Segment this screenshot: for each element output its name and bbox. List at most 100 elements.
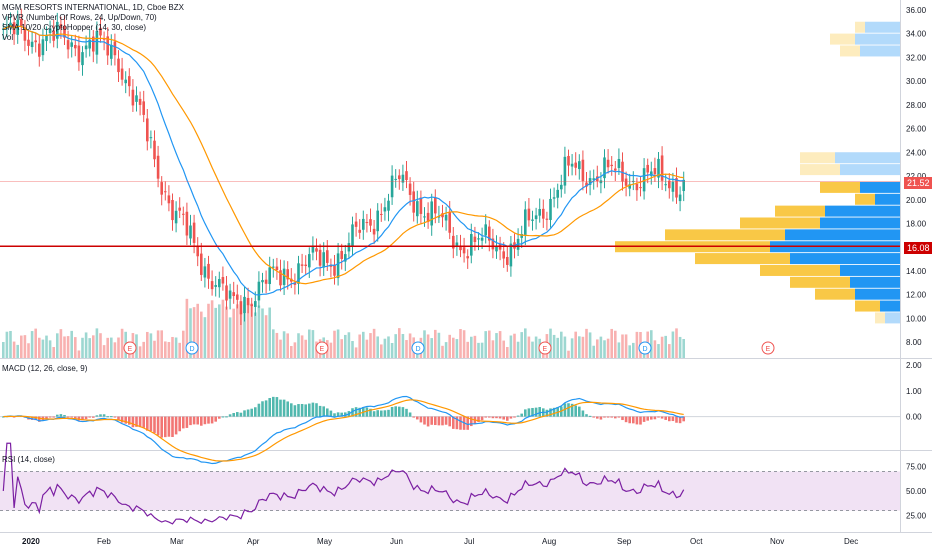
macd-histogram-bar [423, 416, 426, 425]
macd-histogram-bar [369, 408, 372, 417]
macd-histogram-bar [538, 407, 541, 417]
volume-bar [2, 342, 5, 358]
volume-bar [506, 347, 509, 358]
macd-histogram-bar [437, 416, 441, 426]
candle-body [102, 38, 106, 40]
volume-bar [160, 330, 163, 358]
vpvr-up-bar [800, 164, 840, 176]
price-tick-label: 10.00 [906, 314, 927, 323]
price-tick-label: 14.00 [906, 267, 927, 276]
volume-bar [599, 336, 603, 358]
volume-bar [628, 345, 631, 358]
candle-body [534, 215, 538, 220]
macd-histogram-bar [527, 408, 531, 417]
candle-body [225, 285, 228, 301]
candle-body [408, 183, 412, 195]
macd-histogram-bar [135, 416, 138, 427]
candle-body [466, 256, 469, 259]
candle-body [279, 270, 282, 286]
macd-histogram-bar [185, 416, 189, 428]
candle-body [628, 184, 631, 189]
volume-bar [23, 335, 27, 358]
candle-body [142, 101, 145, 115]
candle-body [642, 168, 646, 192]
macd-histogram-bar [318, 405, 322, 417]
volume-bar [20, 335, 23, 358]
candle-body [372, 228, 376, 235]
candle-body [416, 201, 419, 217]
volume-bar [372, 328, 376, 358]
volume-bar [106, 337, 109, 358]
volume-bar [146, 331, 149, 358]
macd-histogram-bar [480, 416, 484, 421]
macd-histogram-bar [588, 415, 592, 417]
volume-bar [516, 341, 520, 358]
candle-body [63, 26, 66, 38]
candle-body [646, 164, 649, 173]
candle-body [506, 256, 509, 265]
candle-body [542, 208, 545, 219]
macd-histogram-bar [448, 416, 451, 427]
volume-bar [52, 347, 55, 358]
macd-histogram-bar [531, 407, 534, 417]
candle-body [185, 211, 189, 236]
macd-histogram-bar [585, 414, 588, 417]
macd-histogram-bar [290, 403, 293, 417]
price-tick-label: 36.00 [906, 6, 927, 15]
event-marker [315, 341, 329, 355]
volume-bar [578, 336, 581, 358]
macd-histogram-bar [275, 397, 279, 417]
candle-body [477, 238, 480, 240]
candle-body [214, 285, 217, 287]
x-tick-label: Oct [690, 537, 703, 546]
macd-histogram-bar [484, 416, 487, 418]
macd-histogram-bar [232, 413, 235, 417]
macd-histogram-bar [664, 416, 667, 420]
vpvr-down-bar [825, 205, 900, 217]
candle-body [398, 175, 401, 180]
macd-histogram-bar [228, 414, 232, 417]
macd-histogram-bar [509, 416, 513, 419]
macd-histogram-bar [56, 414, 59, 417]
candle-body [333, 264, 336, 276]
vpvr-up-bar [695, 253, 790, 265]
candle-body [405, 171, 408, 181]
volume-bar [167, 342, 171, 358]
macd-histogram-bar [52, 416, 55, 418]
volume-bar [293, 342, 297, 358]
volume-bar [333, 330, 336, 358]
macd-histogram-bar [102, 414, 106, 417]
volume-bar [394, 334, 397, 358]
volume-bar [110, 337, 113, 358]
macd-histogram-bar [628, 416, 631, 424]
macd-histogram-bar [200, 416, 203, 426]
macd-histogram-bar [182, 416, 185, 429]
candle-body [470, 234, 473, 256]
volume-bar [264, 315, 268, 358]
volume-bar [430, 338, 433, 358]
candle-body [318, 249, 322, 266]
volume-bar [534, 336, 538, 358]
volume-bar [239, 310, 243, 358]
candle-body [603, 157, 606, 179]
candle-body [120, 68, 124, 80]
macd-histogram-bar [452, 416, 455, 429]
macd-histogram-bar [466, 416, 469, 430]
candle-body [462, 247, 466, 254]
candle-body [189, 225, 192, 239]
volume-bar [383, 338, 387, 358]
macd-histogram-bar [513, 416, 516, 418]
macd-histogram-bar [243, 410, 246, 417]
candle-body [502, 251, 505, 259]
macd-histogram-bar [315, 403, 318, 417]
candle-body [362, 218, 365, 230]
candle-body [207, 263, 210, 279]
candle-body [358, 229, 361, 233]
volume-bar [74, 337, 77, 358]
volume-bar [236, 304, 239, 358]
sma-slow-line [3, 25, 684, 285]
volume-bar [156, 330, 160, 358]
volume-bar [606, 338, 610, 358]
candle-body [556, 189, 559, 198]
